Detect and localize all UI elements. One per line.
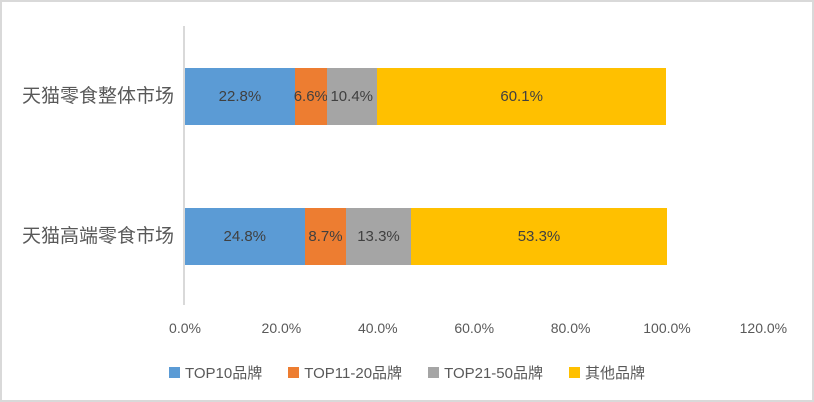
data-label: 24.8% <box>223 228 267 245</box>
bar-segment-TOP10品牌: 22.8% <box>185 68 295 125</box>
x-tick-label: 20.0% <box>261 320 302 336</box>
data-label: 10.4% <box>330 88 374 105</box>
bar-row: 24.8% 8.7% 13.3% 53.3% <box>185 208 668 265</box>
legend-swatch-icon <box>288 367 300 378</box>
bar-segment-其他品牌: 60.1% <box>376 68 667 125</box>
legend-label: TOP21-50品牌 <box>444 365 543 382</box>
data-label: 8.7% <box>308 228 343 245</box>
x-tick-label: 40.0% <box>357 320 398 336</box>
bar-segment-TOP21-50品牌: 13.3% <box>346 208 411 265</box>
data-label: 60.1% <box>500 88 543 105</box>
bar-segment-其他品牌: 53.3% <box>410 208 668 265</box>
x-tick-label: 80.0% <box>550 320 591 336</box>
legend-swatch-icon <box>168 367 180 378</box>
legend-item-TOP11-20品牌: TOP11-20品牌 <box>288 362 402 383</box>
bar-segment-TOP21-50品牌: 10.4% <box>326 68 377 125</box>
legend-item-TOP21-50品牌: TOP21-50品牌 <box>428 362 543 383</box>
bar-row: 22.8% 6.6% 10.4% 60.1% <box>185 68 667 125</box>
bar-segment-TOP11-20品牌: 6.6% <box>293 68 328 125</box>
x-tick-label: 120.0% <box>739 320 788 336</box>
data-label: 6.6% <box>293 88 328 105</box>
legend-swatch-icon <box>428 367 440 378</box>
data-label: 22.8% <box>218 88 262 105</box>
legend-item-其他品牌: 其他品牌 <box>569 362 645 383</box>
bar-segment-TOP11-20品牌: 8.7% <box>304 208 347 265</box>
legend: TOP10品牌 TOP11-20品牌 TOP21-50品牌 其他品牌 <box>2 362 812 383</box>
x-tick-label: 60.0% <box>454 320 495 336</box>
legend-label: TOP11-20品牌 <box>304 365 403 382</box>
category-axis-line <box>183 26 185 305</box>
legend-label: 其他品牌 <box>585 365 646 382</box>
legend-swatch-icon <box>569 367 580 378</box>
x-tick-label: 0.0% <box>169 320 201 336</box>
data-label: 53.3% <box>517 228 561 245</box>
x-tick-label: 100.0% <box>643 320 691 336</box>
category-label: 天猫高端零食市场 <box>21 225 174 247</box>
category-label: 天猫零食整体市场 <box>21 85 174 107</box>
bar-segment-TOP10品牌: 24.8% <box>185 208 305 265</box>
legend-label: TOP10品牌 <box>184 365 263 382</box>
data-label: 13.3% <box>357 228 400 245</box>
legend-item-TOP10品牌: TOP10品牌 <box>168 362 263 383</box>
